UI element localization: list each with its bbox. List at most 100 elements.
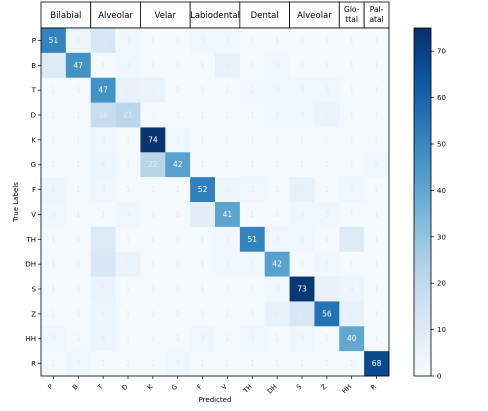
y-tick-label: S (32, 286, 37, 294)
heatmap-cell (314, 177, 340, 203)
cell-value-label: 3 (101, 135, 106, 144)
cell-value-label: 3 (324, 260, 329, 269)
cell-value-label: 1 (51, 285, 56, 294)
heatmap-cell (289, 226, 315, 253)
cell-value-label: 1 (349, 160, 354, 169)
heatmap-cell (289, 251, 315, 277)
cell-value-label: 3 (275, 86, 280, 95)
cell-value-label: 3 (275, 111, 280, 120)
cell-value-label: 1 (374, 111, 379, 120)
cell-value-label: 1 (175, 111, 180, 120)
heatmap-cell (239, 77, 266, 103)
cell-value-label: 1 (51, 111, 56, 120)
cell-value-label: 1 (150, 210, 155, 219)
heatmap-cell (41, 226, 67, 253)
cell-value-label: 12 (297, 309, 307, 318)
colorbar-tick-label: 30 (437, 233, 446, 241)
group-header-box (40, 1, 92, 29)
cell-value-label: 3 (374, 160, 379, 169)
heatmap-cell (314, 28, 340, 54)
heatmap-cell (190, 276, 216, 302)
x-tick-label: T (95, 383, 104, 392)
heatmap-cell (264, 326, 290, 352)
heatmap-cell (289, 127, 315, 153)
heatmap-cell (239, 301, 266, 327)
heatmap-cell (165, 326, 191, 352)
heatmap-cell (65, 28, 92, 54)
heatmap-cell (140, 301, 166, 327)
cell-value-label: 3 (225, 36, 230, 45)
cell-value-label: 1 (76, 309, 81, 318)
heatmap-cell (264, 77, 290, 103)
cell-value-label: 1 (374, 334, 379, 343)
cell-value-label: 1 (76, 86, 81, 95)
heatmap-cell (41, 77, 67, 103)
heatmap-cell (239, 326, 266, 352)
cell-value-label: 4 (349, 285, 354, 294)
heatmap-cell (165, 28, 191, 54)
heatmap-cell (140, 102, 166, 128)
heatmap-cell (215, 351, 241, 377)
colorbar-tick-label: 40 (437, 187, 446, 195)
cell-value-label: 1 (374, 185, 379, 194)
heatmap-cell (65, 77, 92, 103)
cell-value-label: 1 (150, 285, 155, 294)
cell-value-label: 1 (175, 309, 180, 318)
heatmap-cell (314, 351, 340, 377)
heatmap-cell (115, 202, 141, 228)
heatmap-cell (190, 351, 216, 377)
y-tick-label: G (31, 161, 36, 169)
cell-value-label: 40 (347, 334, 357, 343)
group-header-label: Bilabial (50, 11, 81, 21)
cell-value-label: 1 (324, 135, 329, 144)
cell-value-label: 1 (126, 160, 131, 169)
cell-value-label: 1 (225, 111, 230, 120)
heatmap-cell (115, 77, 141, 103)
cell-value-label: 1 (200, 235, 205, 244)
group-header-label: atal (369, 15, 383, 24)
y-tick-label: R (31, 360, 36, 368)
heatmap-cell (314, 276, 340, 302)
y-tick-label: V (31, 211, 36, 219)
heatmap-cell (90, 177, 116, 203)
heatmap-cell (264, 301, 290, 327)
x-tick-label: Z (319, 382, 328, 391)
cell-value-label: 1 (250, 359, 255, 368)
heatmap-cell (289, 326, 315, 352)
heatmap-cell (90, 102, 116, 128)
heatmap-cell (364, 28, 390, 54)
cell-value-label: 3 (175, 135, 180, 144)
cell-value-label: 3 (349, 185, 354, 194)
group-header-label: Pal- (370, 5, 384, 14)
heatmap-cell (190, 226, 216, 253)
cell-value-label: 74 (148, 135, 158, 144)
heatmap-cell (90, 326, 116, 352)
cell-value-label: 1 (126, 135, 131, 144)
heatmap-cell (239, 28, 266, 54)
cell-value-label: 51 (49, 36, 59, 45)
heatmap-cell (165, 127, 191, 153)
cell-value-label: 3 (324, 86, 329, 95)
cell-value-label: 1 (324, 36, 329, 45)
heatmap-cell (165, 52, 191, 79)
heatmap-cell (314, 226, 340, 253)
cell-value-label: 5 (324, 111, 329, 120)
group-header-label: Alveolar (297, 11, 332, 21)
cell-value-label: 1 (150, 235, 155, 244)
cell-value-label: 1 (324, 160, 329, 169)
cell-value-label: 1 (349, 86, 354, 95)
heatmap-cell (190, 127, 216, 153)
cell-value-label: 52 (198, 185, 208, 194)
cell-value-label: 1 (150, 309, 155, 318)
cell-value-label: 1 (76, 235, 81, 244)
cell-value-label: 47 (74, 61, 84, 70)
heatmap-cell (239, 226, 266, 253)
heatmap-cell (65, 177, 92, 203)
heatmap-cell (90, 127, 116, 153)
heatmap-cell (239, 202, 266, 228)
cell-value-label: 1 (300, 135, 305, 144)
x-tick-label: D (120, 383, 129, 392)
cell-value-label: 21 (123, 111, 133, 120)
y-tick-label: T (31, 87, 37, 95)
cell-value-label: 6 (349, 309, 354, 318)
